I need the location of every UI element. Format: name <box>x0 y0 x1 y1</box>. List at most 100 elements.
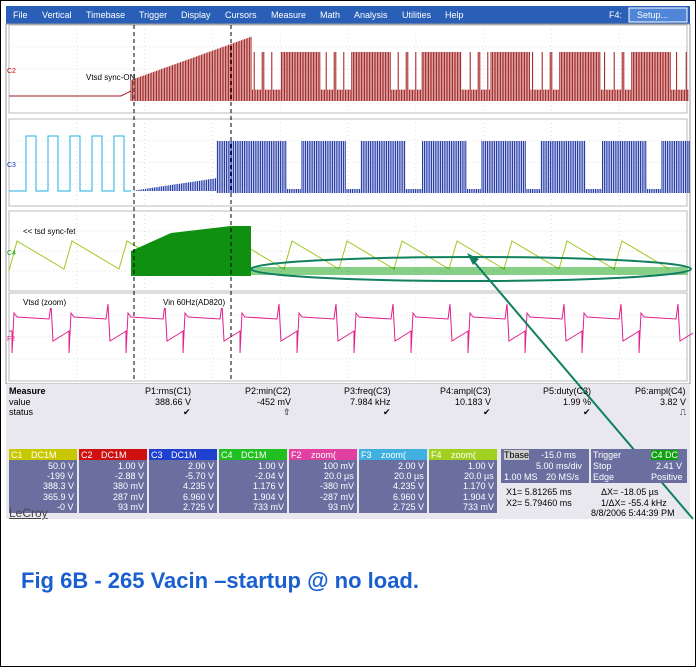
cursor-x1: X1= 5.81265 ms <box>506 487 572 497</box>
channel-value: 2.725 V <box>393 502 424 512</box>
timebase-label: Tbase <box>504 450 529 460</box>
channel-value: 100 mV <box>323 461 354 471</box>
menu-key: F4: <box>609 10 622 20</box>
channel-tag: zoom( <box>381 450 406 460</box>
page: File Vertical Timebase Trigger Display Cursor… <box>0 0 696 667</box>
menu-item[interactable]: Measure <box>271 10 306 20</box>
measure-status: ✔ <box>183 407 191 417</box>
trigger-type: Edge <box>593 472 614 482</box>
channel-value: 20.0 µs <box>464 471 494 481</box>
measure-value: 1.99 % <box>563 397 591 407</box>
menu-item[interactable]: Cursors <box>225 10 257 20</box>
channel-name[interactable]: C1 <box>11 450 23 460</box>
measure-title: Measure <box>9 386 46 396</box>
channel-value: 733 mV <box>463 502 494 512</box>
channel-tag: zoom( <box>451 450 476 460</box>
channel-value: 20.0 µs <box>394 471 424 481</box>
timebase-delay: -15.0 ms <box>541 450 576 460</box>
channel-value: 1.170 V <box>463 481 494 491</box>
channel-value: 2.00 V <box>188 461 214 471</box>
channel-value: 1.904 V <box>253 492 284 502</box>
measure-status: ✔ <box>583 407 591 417</box>
setup-button-label[interactable]: Setup... <box>637 10 668 20</box>
trigger-source: C4 DC <box>651 450 678 460</box>
channel-name[interactable]: F4 <box>431 450 442 460</box>
measure-status: ✔ <box>383 407 391 417</box>
channel-label: C4 <box>7 249 16 259</box>
trace-label: Vin 60Hz(AD820) <box>163 298 225 308</box>
channel-name[interactable]: C3 <box>151 450 163 460</box>
channel-name[interactable]: C2 <box>81 450 93 460</box>
channel-value: -2.88 V <box>115 471 144 481</box>
menu-item[interactable]: Analysis <box>354 10 388 20</box>
channel-value: 1.00 V <box>118 461 144 471</box>
measure-value: 388.66 V <box>155 397 191 407</box>
channel-tag: DC1M <box>171 450 197 460</box>
trigger-mode: Stop <box>593 461 612 471</box>
channel-value: 1.00 V <box>468 461 494 471</box>
measure-value: 10.183 V <box>455 397 491 407</box>
channel-value: 4.235 V <box>183 481 214 491</box>
timebase-samples: 1.00 MS <box>504 472 538 482</box>
channel-value: 93 mV <box>328 502 354 512</box>
channel-value: 4.235 V <box>393 481 424 491</box>
channel-value: 6.960 V <box>393 492 424 502</box>
channel-label: C2 <box>7 67 16 77</box>
menu-item[interactable]: Help <box>445 10 464 20</box>
trigger-slope: Positive <box>651 472 683 482</box>
channel-value: 50.0 V <box>48 461 74 471</box>
channel-value: 733 mV <box>253 502 284 512</box>
scope-display <box>1 1 695 666</box>
cursor-x2: X2= 5.79460 ms <box>506 498 572 508</box>
channel-value: 6.960 V <box>183 492 214 502</box>
channel-value: 365.9 V <box>43 492 74 502</box>
channel-name[interactable]: C4 <box>221 450 233 460</box>
channel-value: -2.04 V <box>255 471 284 481</box>
measure-name: P1:rms(C1) <box>145 386 191 396</box>
channel-value: -5.70 V <box>185 471 214 481</box>
channel-value: 2.00 V <box>398 461 424 471</box>
measure-name: P2:min(C2) <box>245 386 291 396</box>
menu-item[interactable]: Vertical <box>42 10 72 20</box>
trigger-label: Trigger <box>593 450 621 460</box>
measure-value: 7.984 kHz <box>350 397 391 407</box>
date: 8/8/2006 5:44:39 PM <box>591 508 675 518</box>
caption: Fig 6B - 265 Vacin –startup @ no load. <box>21 568 419 594</box>
measure-status: ⇧ <box>283 407 291 417</box>
trace-label: Vtsd sync-ON <box>86 73 135 83</box>
channel-label: C3 <box>7 161 16 171</box>
channel-value: 287 mV <box>113 492 144 502</box>
trigger-level: 2.41 V <box>656 461 682 471</box>
channel-name[interactable]: F2 <box>291 450 302 460</box>
menu-item[interactable]: File <box>13 10 28 20</box>
cursor-inv: 1/ΔX= -55.4 kHz <box>601 498 667 508</box>
channel-tag: DC1M <box>101 450 127 460</box>
timebase-rate: 20 MS/s <box>546 472 579 482</box>
measure-name: P3:freq(C3) <box>344 386 391 396</box>
channel-tag: zoom( <box>311 450 336 460</box>
measure-value: 3.82 V <box>660 397 686 407</box>
channel-value: 93 mV <box>118 502 144 512</box>
channel-value: -0 V <box>57 502 74 512</box>
menu-item[interactable]: Timebase <box>86 10 125 20</box>
menu-item[interactable]: Display <box>181 10 211 20</box>
menu-item[interactable]: Trigger <box>139 10 167 20</box>
brand: LeCroy <box>9 506 48 520</box>
measure-name: P5:duty(C3) <box>543 386 591 396</box>
channel-value: 380 mV <box>113 481 144 491</box>
measure-status: ✔ <box>483 407 491 417</box>
measure-row-label: status <box>9 407 33 417</box>
channel-value: 20.0 µs <box>324 471 354 481</box>
channel-name[interactable]: F3 <box>361 450 372 460</box>
channel-value: 388.3 V <box>43 481 74 491</box>
menu-item[interactable]: Utilities <box>402 10 431 20</box>
channel-value: 2.725 V <box>183 502 214 512</box>
channel-value: -287 mV <box>320 492 354 502</box>
measure-value: -452 mV <box>257 397 291 407</box>
menu-item[interactable]: Math <box>320 10 340 20</box>
channel-tag: DC1M <box>31 450 57 460</box>
channel-value: -380 mV <box>320 481 354 491</box>
trace-label: Vtsd (zoom) <box>23 298 66 308</box>
measure-row-label: value <box>9 397 31 407</box>
channel-value: -199 V <box>47 471 74 481</box>
